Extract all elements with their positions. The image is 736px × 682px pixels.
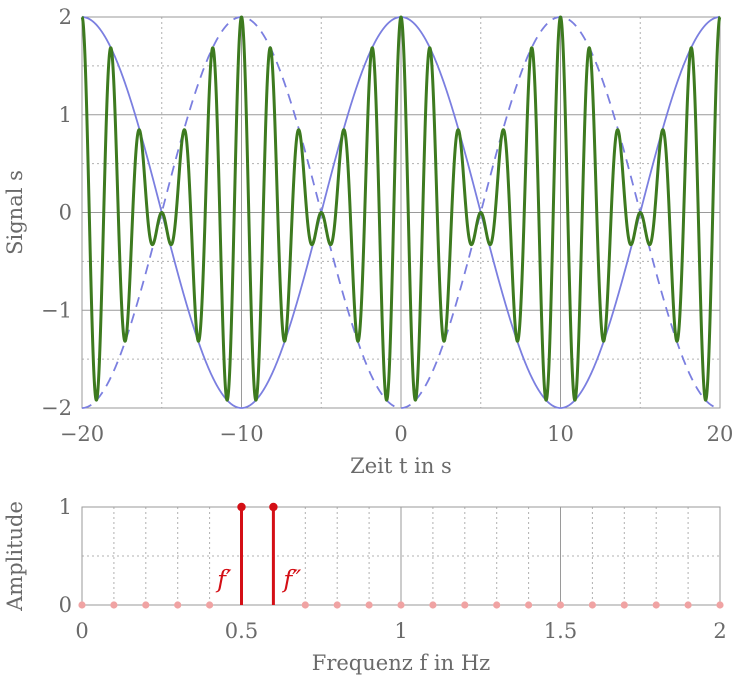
bottom-y-axis-title: Amplitude [3, 501, 27, 612]
baseline-dot [652, 601, 660, 609]
time-signal-chart: −20 −10 0 10 20 210−1−2 Zeit t in s Signal s [3, 5, 733, 478]
x-tick-label: 1 [394, 619, 407, 643]
baseline-dot [620, 601, 628, 609]
y-tick-label: 0 [59, 201, 72, 225]
y-tick-label: −1 [41, 298, 72, 322]
top-x-axis-title: Zeit t in s [350, 454, 452, 478]
series-sum [80, 15, 722, 402]
bottom-x-axis-title: Frequenz f in Hz [312, 651, 490, 675]
baseline-dot [333, 601, 341, 609]
baseline-dot [110, 601, 118, 609]
y-tick-label: 1 [59, 103, 72, 127]
bottom-grid [82, 507, 720, 605]
y-tick-label: 0 [59, 593, 72, 617]
baseline-dot [525, 601, 533, 609]
peak-label: f′ [215, 565, 232, 593]
x-tick-label: 0.5 [225, 619, 258, 643]
x-tick-label: 20 [707, 422, 734, 446]
series-envelope-lower [81, 16, 721, 409]
baseline-dot [588, 601, 597, 609]
peak-marker [237, 502, 246, 512]
baseline-dot [493, 601, 501, 609]
x-tick-label: 0 [394, 422, 407, 446]
x-tick-label: 2 [713, 619, 726, 643]
y-tick-label: −2 [41, 396, 72, 420]
baseline-dot [397, 601, 405, 609]
bottom-x-tick-labels: 0 0.5 1 1.5 2 [75, 619, 726, 643]
y-tick-label: 1 [59, 495, 72, 519]
peak-marker [269, 502, 278, 512]
baseline-dot [78, 601, 86, 609]
baseline-dot [301, 601, 309, 609]
baseline-dot [716, 601, 724, 609]
peak-label: f″ [281, 565, 301, 593]
baseline-dot [684, 601, 692, 609]
spectrum-chart: f′ f″ 0 0.5 1 1.5 2 10 Frequenz f in Hz Ampli… [3, 495, 727, 675]
baseline-dot [556, 601, 565, 609]
top-y-axis-title: Signal s [3, 170, 27, 255]
bottom-baseline-dots [78, 601, 724, 609]
x-tick-label: −20 [60, 422, 104, 446]
bottom-y-tick-labels: 10 [59, 495, 72, 617]
baseline-dot [174, 601, 182, 609]
x-tick-label: −10 [219, 422, 263, 446]
baseline-dot [365, 601, 373, 609]
top-x-tick-labels: −20 −10 0 10 20 [60, 422, 734, 446]
top-series [80, 15, 722, 409]
y-tick-label: 2 [59, 5, 72, 29]
baseline-dot [206, 601, 214, 609]
baseline-dot [429, 601, 437, 609]
baseline-dot [461, 601, 469, 609]
x-tick-label: 1.5 [544, 619, 577, 643]
bottom-peaks: f′ f″ [215, 502, 301, 605]
top-y-tick-labels: 2 1 0 −1 −2 [41, 5, 72, 420]
baseline-dot [142, 601, 150, 609]
x-tick-label: 0 [75, 619, 88, 643]
x-tick-label: 10 [547, 422, 574, 446]
